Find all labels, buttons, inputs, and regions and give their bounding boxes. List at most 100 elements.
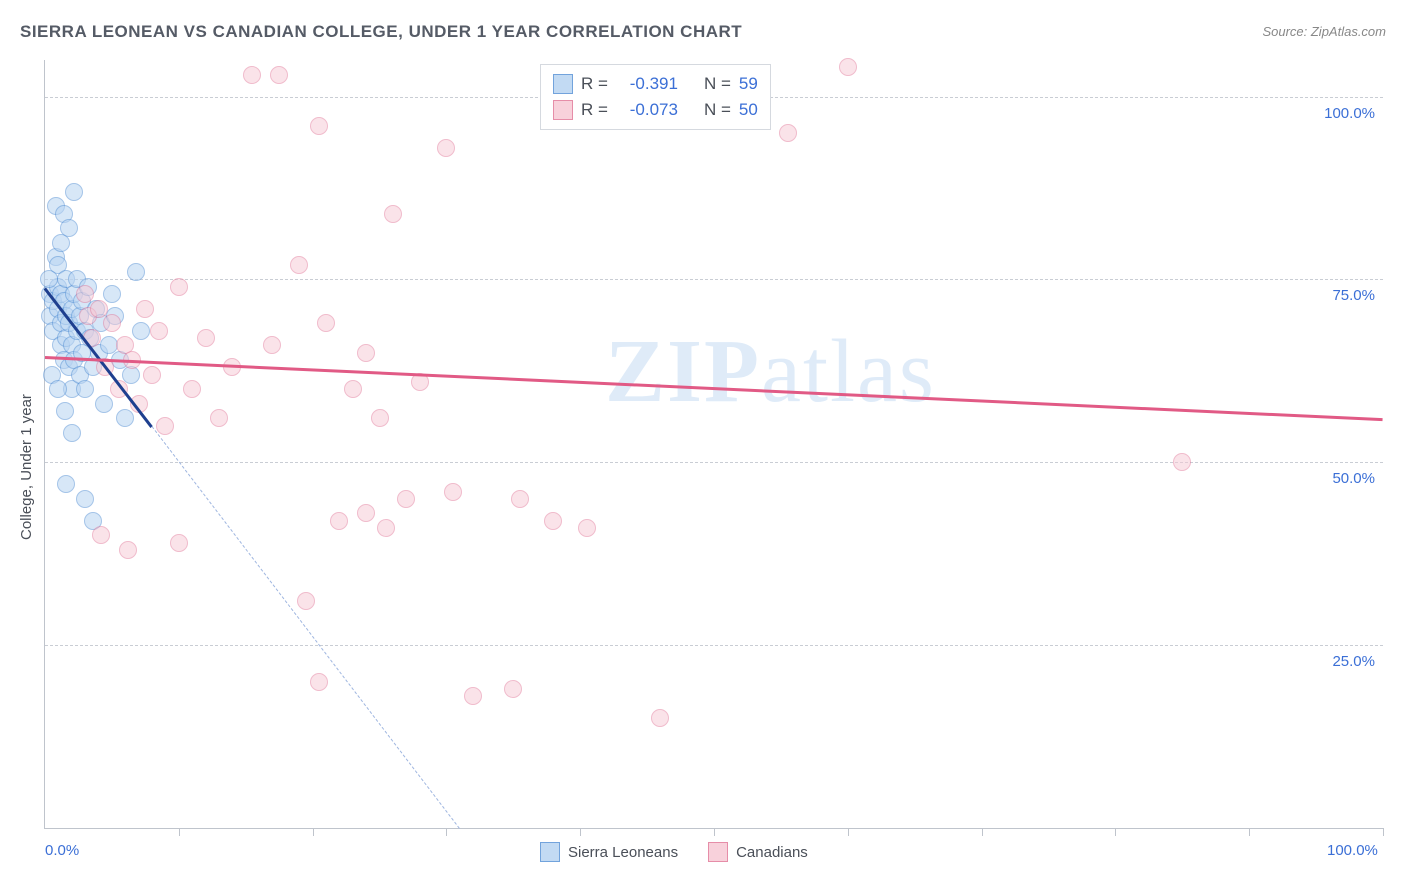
data-point	[511, 490, 529, 508]
data-point	[371, 409, 389, 427]
scatter-plot-area: ZIPatlas 25.0%50.0%75.0%100.0%0.0%100.0%	[44, 60, 1383, 829]
data-point	[56, 402, 74, 420]
source-prefix: Source:	[1262, 24, 1310, 39]
data-point	[143, 366, 161, 384]
data-point	[384, 205, 402, 223]
data-point	[544, 512, 562, 530]
n-label: N =	[704, 74, 731, 94]
data-point	[210, 409, 228, 427]
n-value: 50	[739, 100, 758, 120]
legend-swatch	[553, 100, 573, 120]
gridline	[45, 279, 1383, 280]
data-point	[63, 424, 81, 442]
data-point	[357, 344, 375, 362]
chart-title: SIERRA LEONEAN VS CANADIAN COLLEGE, UNDE…	[20, 22, 742, 42]
data-point	[243, 66, 261, 84]
data-point	[183, 380, 201, 398]
watermark-rest: atlas	[761, 322, 936, 421]
x-tick	[1383, 828, 1384, 836]
r-value: -0.391	[616, 74, 678, 94]
data-point	[317, 314, 335, 332]
gridline	[45, 645, 1383, 646]
x-tick	[313, 828, 314, 836]
x-tick	[714, 828, 715, 836]
legend-item: Canadians	[708, 842, 808, 862]
x-tick	[446, 828, 447, 836]
data-point	[40, 270, 58, 288]
data-point	[132, 322, 150, 340]
correlation-legend: R = -0.391 N = 59 R = -0.073 N = 50	[540, 64, 771, 130]
r-label: R =	[581, 100, 608, 120]
data-point	[290, 256, 308, 274]
data-point	[76, 490, 94, 508]
data-point	[76, 380, 94, 398]
data-point	[116, 409, 134, 427]
x-tick	[580, 828, 581, 836]
x-tick	[179, 828, 180, 836]
source-link[interactable]: ZipAtlas.com	[1311, 24, 1386, 39]
y-tick-label: 100.0%	[1315, 105, 1375, 122]
data-point	[464, 687, 482, 705]
data-point	[150, 322, 168, 340]
data-point	[437, 139, 455, 157]
x-tick	[982, 828, 983, 836]
y-tick-label: 50.0%	[1315, 470, 1375, 487]
x-tick	[1249, 828, 1250, 836]
data-point	[1173, 453, 1191, 471]
data-point	[310, 117, 328, 135]
legend-series-name: Canadians	[736, 844, 808, 861]
data-point	[330, 512, 348, 530]
data-point	[297, 592, 315, 610]
data-point	[197, 329, 215, 347]
r-label: R =	[581, 74, 608, 94]
data-point	[310, 673, 328, 691]
data-point	[92, 526, 110, 544]
x-tick	[848, 828, 849, 836]
legend-row: R = -0.073 N = 50	[553, 97, 758, 123]
data-point	[90, 300, 108, 318]
data-point	[377, 519, 395, 537]
legend-swatch	[553, 74, 573, 94]
y-axis-title: College, Under 1 year	[18, 394, 35, 540]
data-point	[136, 300, 154, 318]
data-point	[504, 680, 522, 698]
data-point	[103, 314, 121, 332]
r-value: -0.073	[616, 100, 678, 120]
n-label: N =	[704, 100, 731, 120]
trend-line	[45, 356, 1383, 421]
series-legend: Sierra Leoneans Canadians	[540, 842, 808, 862]
source-attribution: Source: ZipAtlas.com	[1262, 24, 1386, 39]
data-point	[127, 263, 145, 281]
data-point	[357, 504, 375, 522]
data-point	[397, 490, 415, 508]
data-point	[49, 380, 67, 398]
data-point	[60, 219, 78, 237]
watermark: ZIPatlas	[605, 320, 936, 423]
y-tick-label: 75.0%	[1315, 287, 1375, 304]
data-point	[779, 124, 797, 142]
data-point	[578, 519, 596, 537]
data-point	[57, 475, 75, 493]
x-tick	[1115, 828, 1116, 836]
legend-series-name: Sierra Leoneans	[568, 844, 678, 861]
n-value: 59	[739, 74, 758, 94]
data-point	[76, 285, 94, 303]
data-point	[156, 417, 174, 435]
data-point	[170, 278, 188, 296]
data-point	[119, 541, 137, 559]
legend-item: Sierra Leoneans	[540, 842, 678, 862]
x-axis-min-label: 0.0%	[45, 842, 79, 859]
trend-line-extrapolated	[152, 426, 461, 829]
data-point	[170, 534, 188, 552]
watermark-bold: ZIP	[605, 322, 761, 421]
data-point	[839, 58, 857, 76]
x-axis-max-label: 100.0%	[1327, 842, 1378, 859]
data-point	[344, 380, 362, 398]
y-tick-label: 25.0%	[1315, 653, 1375, 670]
data-point	[651, 709, 669, 727]
data-point	[65, 183, 83, 201]
data-point	[263, 336, 281, 354]
data-point	[444, 483, 462, 501]
data-point	[270, 66, 288, 84]
legend-row: R = -0.391 N = 59	[553, 71, 758, 97]
